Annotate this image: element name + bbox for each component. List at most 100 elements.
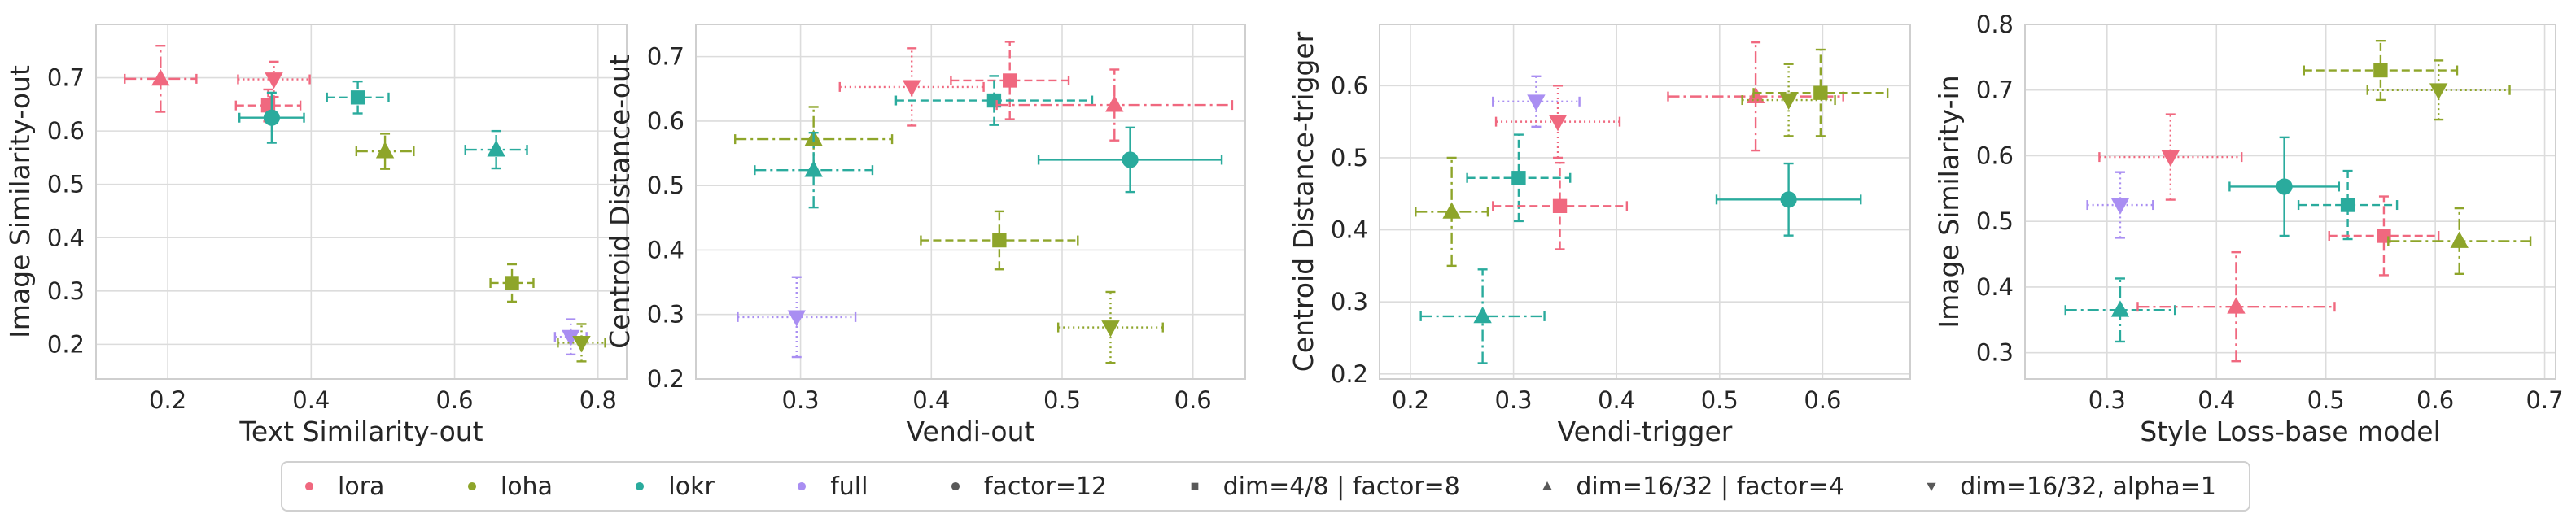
plot-frame [95, 24, 628, 380]
data-point-full-triangle-down [1492, 75, 1581, 128]
data-point-loha-square [489, 263, 535, 303]
x-tick-label: 0.5 [2307, 386, 2345, 414]
data-point-lokr-triangle-up [464, 129, 528, 170]
data-point-loha-triangle-up [355, 133, 415, 170]
marker-triangle-up [2450, 231, 2469, 248]
x-tick-label: 0.3 [1495, 386, 1533, 414]
legend-label: loha [500, 472, 553, 501]
legend-label: lokr [668, 472, 715, 501]
marker-triangle-down [1101, 320, 1120, 338]
data-point-lora-triangle-up [2136, 250, 2336, 363]
y-tick-label: 0.2 [1331, 360, 1368, 388]
y-tick-label: 0.6 [47, 117, 85, 145]
data-point-lora-triangle-down [2098, 113, 2243, 201]
x-tick-label: 0.3 [2088, 386, 2126, 414]
marker-triangle-down [902, 80, 921, 97]
legend-marker-shape [636, 481, 645, 491]
x-tick-label: 0.4 [912, 386, 950, 414]
legend-marker-icon [1191, 482, 1198, 490]
legend-item-factor-12: factor=12 [945, 473, 1107, 501]
legend-item-full: full [791, 473, 868, 501]
marker-square [505, 276, 519, 290]
data-point-lokr-circle [1715, 162, 1862, 237]
data-point-loha-triangle-up [2387, 207, 2532, 276]
data-point-lora-triangle-up [1667, 41, 1844, 152]
y-tick-label: 0.4 [47, 224, 85, 251]
chart-panel-image-vs-text-similarity: 0.2 0.4 0.6 0.8 0.2 0.3 0.4 0.5 0.6 0.7 Text Simil… [4, 24, 628, 447]
marker-triangle-down [2161, 150, 2180, 167]
x-tick-label: 0.2 [1392, 386, 1429, 414]
y-tick-label: 0.5 [47, 171, 85, 198]
data-point-lora-triangle-down [1494, 85, 1621, 159]
y-tick-label: 0.5 [647, 172, 684, 199]
marker-square [350, 90, 365, 105]
legend-label: lora [338, 472, 385, 501]
marker-triangle-down [1779, 93, 1798, 110]
marker-triangle-up [1442, 202, 1461, 219]
marker-triangle-up [1105, 95, 1124, 112]
marker-triangle-down [787, 310, 806, 327]
legend-marker-icon [1542, 481, 1552, 490]
legend-marker-shape [467, 481, 476, 491]
legend-marker-shape [1927, 482, 1936, 491]
data-point-lokr-triangle-up [2064, 277, 2176, 343]
legend-item-dim-4-8-factor-8: dim=4/8 | factor=8 [1184, 473, 1460, 501]
data-point-lokr-circle [2228, 136, 2341, 237]
y-tick-label: 0.5 [1976, 207, 2014, 235]
data-point-loha-triangle-up [1415, 156, 1489, 268]
y-tick-label: 0.7 [647, 43, 684, 71]
data-point-loha-triangle-down [1056, 290, 1164, 364]
marker-triangle-down [1527, 94, 1546, 111]
x-tick-label: 0.5 [1043, 386, 1081, 414]
marker-triangle-down [2429, 83, 2448, 100]
x-tick-label: 0.6 [1174, 386, 1212, 414]
data-point-lora-triangle-down [838, 47, 985, 127]
legend-item-loha: loha [461, 473, 553, 501]
marker-square [992, 233, 1007, 248]
marker-circle [1780, 191, 1797, 208]
marker-triangle-up [1473, 307, 1492, 324]
marker-triangle-down [265, 72, 283, 89]
legend-label: dim=16/32 | factor=4 [1576, 472, 1844, 501]
x-tick-label: 0.7 [2526, 386, 2563, 414]
y-tick-label: 0.6 [647, 107, 684, 135]
marker-triangle-up [2110, 300, 2130, 317]
marker-triangle-up [151, 68, 170, 86]
legend-marker-shape [798, 481, 807, 491]
x-tick-label: 0.6 [435, 386, 473, 414]
y-tick-label: 0.6 [1331, 72, 1368, 99]
legend-marker-icon [951, 481, 960, 491]
legend-marker-shape [304, 481, 314, 491]
legend-label: factor=12 [983, 472, 1108, 501]
chart-panel-centroid-vs-vendi-out: 0.3 0.4 0.5 0.6 0.2 0.3 0.4 0.5 0.6 0.7 Vendi-out C… [604, 24, 1246, 447]
legend-item-dim-16-32-factor-4: dim=16/32 | factor=4 [1537, 473, 1844, 501]
legend-label: dim=16/32, alpha=1 [1960, 472, 2216, 501]
y-tick-label: 0.5 [1331, 144, 1368, 172]
x-tick-label: 0.2 [149, 386, 186, 414]
plot-frame [1379, 24, 1911, 380]
x-tick-label: 0.3 [782, 386, 820, 414]
x-axis-label: Vendi-trigger [1558, 416, 1733, 447]
y-tick-label: 0.4 [1976, 273, 2014, 301]
marker-triangle-down [2110, 198, 2130, 215]
x-tick-label: 0.5 [1701, 386, 1738, 414]
y-tick-label: 0.6 [1976, 142, 2014, 169]
data-point-full-triangle-down [553, 318, 588, 356]
legend-item-lora: lora [299, 473, 384, 501]
marker-square [2340, 198, 2355, 212]
y-axis-label: Image Similarity-in [1933, 75, 1965, 328]
legend-marker-icon [1927, 482, 1936, 491]
data-point-lora-triangle-down [237, 60, 311, 98]
marker-circle [2276, 178, 2293, 195]
data-point-lokr-square [326, 80, 390, 115]
data-point-lokr-square [894, 75, 1094, 126]
data-point-full-triangle-down [737, 276, 857, 359]
x-axis-label: Style Loss-base model [2140, 416, 2441, 447]
marker-triangle-up [487, 140, 505, 157]
legend-marker-icon [304, 481, 314, 491]
data-point-loha-triangle-down [2366, 59, 2511, 121]
y-tick-label: 0.4 [1331, 216, 1368, 244]
data-point-lora-triangle-up [995, 68, 1234, 142]
legend-label: full [830, 472, 868, 501]
